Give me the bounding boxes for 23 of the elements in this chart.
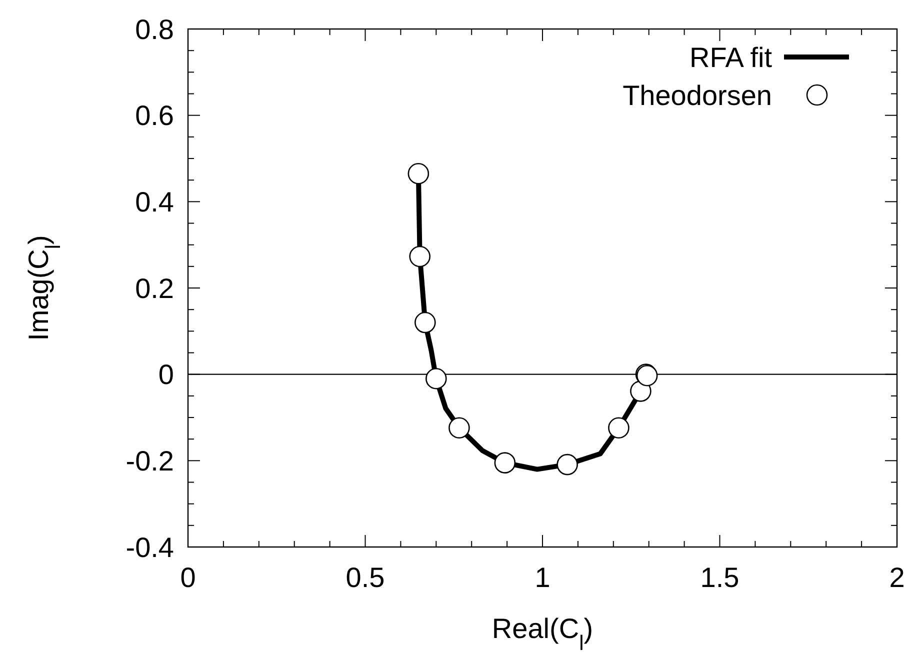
point: [408, 162, 430, 184]
x-tick-label: 0.5: [346, 562, 385, 593]
x-tick-label: 0: [180, 562, 196, 593]
point: [409, 246, 430, 268]
legend-label: Theodorsen: [622, 80, 772, 111]
point: [448, 417, 470, 438]
y-tick-label: 0: [158, 359, 174, 390]
x-tick-label: 1.5: [700, 562, 740, 593]
point: [556, 454, 578, 476]
y-tick-label: 0.8: [135, 14, 174, 45]
point: [608, 417, 630, 438]
point: [426, 368, 447, 390]
x-tick-label: 2: [889, 562, 905, 593]
x-axis-title: Real(C$_{l}$): [492, 613, 594, 654]
point: [494, 452, 516, 474]
y-tick-label: -0.4: [126, 532, 174, 563]
legend-label: RFA fit: [690, 42, 772, 73]
x-tick-label: 1: [534, 562, 550, 593]
y-tick-label: 0.4: [135, 186, 174, 218]
y-tick-label: 0.6: [135, 100, 174, 132]
y-tick-label: -0.2: [126, 445, 174, 476]
point: [414, 312, 436, 334]
y-tick-label: 0.2: [135, 272, 174, 304]
